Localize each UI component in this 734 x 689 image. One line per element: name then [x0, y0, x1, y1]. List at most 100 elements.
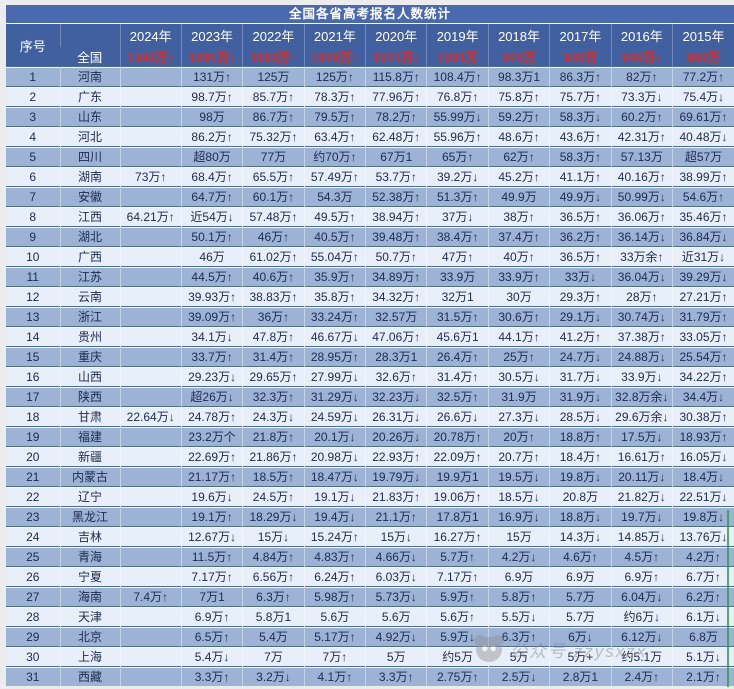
value-cell: 16.05万↓: [672, 446, 734, 467]
value-cell: 2.1万↑: [672, 666, 734, 686]
table-row: 22 辽宁 19.6万↓ 24.5万↑ 19.1万↓ 21.83万↑ 19.06万↑ 18.5…: [6, 486, 734, 507]
value-cell: 19.1万↑: [180, 506, 243, 527]
value-cell: 131万↑: [180, 66, 243, 87]
province-name: 四川: [59, 146, 120, 167]
value-cell: 5.9万↑: [426, 586, 489, 607]
value-cell: 17.8万1: [426, 506, 489, 527]
national-value-cell: 940万↓: [610, 47, 673, 67]
value-cell: 63.4万↑: [303, 126, 366, 147]
value-cell: 57.48万↑: [242, 206, 305, 227]
value-cell: 55.04万↑: [303, 246, 366, 267]
value-cell: 30.38万↑: [672, 406, 734, 427]
national-value-cell: 1342万↑: [119, 47, 182, 67]
value-cell: 32.6万↑: [365, 366, 427, 387]
table-row: 1 河南 131万↑ 125万 125万↑ 115.8万↑ 108.4万↑ 98.3万1 86.…: [6, 66, 734, 87]
value-cell: 6.8万: [672, 626, 734, 647]
value-cell: 67万1: [365, 146, 427, 167]
row-index: 8: [6, 206, 60, 227]
value-cell: 4.92万↓: [365, 626, 427, 647]
value-cell: [119, 506, 182, 527]
value-cell: [119, 346, 182, 367]
col-header-index: 序号: [6, 24, 60, 67]
value-cell: 35.8万↑: [303, 286, 366, 307]
value-cell: 98.3万1: [487, 66, 550, 87]
table-row: 28 天津 6.9万↑ 5.8万1 5.6万 5.6万 5.6万↑ 5.5万↓ 5.7万 约6万↓…: [6, 606, 734, 627]
value-cell: [119, 326, 182, 347]
value-cell: 39.09万↑: [180, 306, 243, 327]
year-header: 2024年: [119, 24, 182, 47]
row-index: 30: [6, 646, 60, 667]
table-row: 25 青海 11.5万↑ 4.84万↑ 4.83万↑ 4.66万↓ 5.7万↑ 4.2万↓ 4.…: [6, 546, 734, 567]
value-cell: 37.4万↑: [487, 226, 550, 247]
value-cell: 86.2万↑: [180, 126, 243, 147]
value-cell: [119, 646, 182, 667]
value-cell: 20万↑: [487, 426, 550, 447]
value-cell: 20.98万↓: [303, 446, 366, 467]
value-cell: 18.29万↓: [242, 506, 305, 527]
value-cell: 77万: [242, 146, 305, 167]
table-row: 19 福建 23.2万个 21.8万↑ 20.1万↓ 20.26万↓ 20.78万↑ 20万↑…: [6, 426, 734, 447]
value-cell: [119, 286, 182, 307]
value-cell: [119, 146, 182, 167]
value-cell: 27.99万↓: [303, 366, 366, 387]
value-cell: 20.7万↑: [487, 446, 550, 467]
value-cell: 19.06万↑: [426, 486, 489, 507]
value-cell: 19.1万↓: [303, 486, 366, 507]
value-cell: 31.4万↑: [426, 366, 489, 387]
value-cell: 40.5万↑: [303, 226, 366, 247]
value-cell: 6.1万↓: [672, 606, 734, 627]
row-index: 9: [6, 226, 60, 247]
value-cell: 27.3万↓: [487, 406, 550, 427]
row-index: 26: [6, 566, 60, 587]
province-name: 上海: [59, 646, 120, 667]
value-cell: 36.2万↑: [549, 226, 612, 247]
value-cell: 4.84万↑: [242, 546, 305, 567]
row-index: 10: [6, 246, 60, 267]
table-row: 12 云南 39.93万↑ 38.83万↑ 35.8万↑ 34.32万↑ 32万1 30万 29…: [6, 286, 734, 307]
value-cell: 31.7万↓: [549, 366, 612, 387]
value-cell: 3.3万↑: [180, 666, 243, 686]
province-name: 西藏: [59, 666, 120, 686]
value-cell: 54.3万: [303, 186, 366, 207]
table-row: 18 甘肃 22.64万↓ 24.78万↑ 24.3万↓ 24.59万↓ 26.31万↓ 26…: [6, 406, 734, 427]
row-index: 20: [6, 446, 60, 467]
national-value-cell: 1078万↑: [303, 47, 366, 67]
value-cell: 36.04万↓: [610, 266, 673, 287]
value-cell: 29.1万↓: [549, 306, 612, 327]
table-row: 17 陕西 超26万↓ 32.3万↑ 31.29万↓ 32.23万↓ 32.5万↑ 31.9万…: [6, 386, 734, 407]
national-value-cell: 975万: [487, 47, 550, 67]
value-cell: 6.7万↑: [672, 566, 734, 587]
value-cell: 29.65万↑: [242, 366, 305, 387]
province-name: 湖南: [59, 166, 120, 187]
value-cell: 33.24万↑: [303, 306, 366, 327]
value-cell: 35.46万↑: [672, 206, 734, 227]
value-cell: 18.8万↑: [549, 426, 612, 447]
value-cell: 13.76万↓: [672, 526, 734, 547]
value-cell: 28.3万1: [365, 346, 427, 367]
row-index: 27: [6, 586, 60, 607]
value-cell: [119, 226, 182, 247]
value-cell: 21.82万↓: [610, 486, 673, 507]
value-cell: 32.3万↑: [242, 386, 305, 407]
value-cell: 5.8万1: [242, 606, 305, 627]
value-cell: 19.79万↓: [365, 466, 427, 487]
value-cell: 31.4万↑: [242, 346, 305, 367]
value-cell: 39.93万↑: [180, 286, 243, 307]
value-cell: 42.31万↑: [610, 126, 673, 147]
value-cell: 6.9万↑: [180, 606, 243, 627]
value-cell: 21.83万↑: [365, 486, 427, 507]
value-cell: 15万↓: [365, 526, 427, 547]
value-cell: 33.9万↓: [610, 366, 673, 387]
value-cell: 40.16万↑: [610, 166, 673, 187]
value-cell: 31.29万↓: [303, 386, 366, 407]
value-cell: 31.5万↑: [426, 306, 489, 327]
value-cell: 22.93万↑: [365, 446, 427, 467]
row-index: 14: [6, 326, 60, 347]
value-cell: 15.24万↑: [303, 526, 366, 547]
value-cell: 5.98万↑: [303, 586, 366, 607]
value-cell: [119, 386, 182, 407]
national-value-cell: 1031万: [426, 47, 489, 67]
value-cell: 36.5万↑: [549, 246, 612, 267]
col-header-province-blank: [59, 24, 120, 47]
row-index: 15: [6, 346, 60, 367]
